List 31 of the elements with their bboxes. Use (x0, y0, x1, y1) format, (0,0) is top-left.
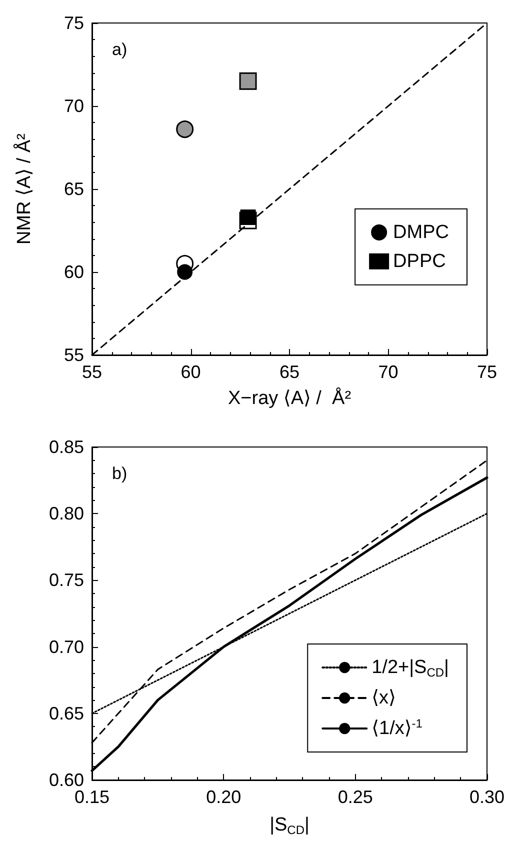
y-axis-title: NMR ⟨A⟩ / Å² (13, 134, 35, 244)
y-tick-label: 75 (64, 13, 84, 33)
legend-label: ⟨x⟩ (372, 688, 396, 708)
y-tick-label: 0.60 (48, 770, 84, 790)
point (239, 72, 257, 90)
x-tick-label: 60 (180, 362, 201, 382)
x-tick-label: 0.30 (469, 787, 505, 807)
y-tick-label: 60 (64, 262, 84, 282)
y-tick-label: 0.70 (48, 636, 84, 657)
legend-label: DMPC (393, 222, 450, 243)
x-tick-label: 0.20 (206, 787, 242, 807)
y-tick-label: 65 (64, 179, 84, 199)
point (240, 209, 256, 225)
x-tick-label: 65 (279, 362, 300, 382)
x-tick-label: 0.15 (74, 787, 110, 807)
x-tick-label: 55 (82, 362, 102, 382)
annotation: a) (112, 40, 128, 59)
annotation: b) (112, 464, 128, 483)
point (176, 120, 194, 138)
y-tick-label: 0.85 (48, 437, 84, 457)
x-axis-title: X−ray ⟨A⟩ / Å² (228, 387, 352, 409)
point (177, 264, 193, 280)
x-tick-label: 70 (378, 362, 398, 382)
x-tick-label: 75 (476, 362, 498, 382)
y-tick-label: 0.75 (48, 570, 84, 590)
legend-label: DPPC (393, 250, 446, 272)
y-tick-label: 0.65 (48, 703, 84, 724)
y-tick-label: 0.80 (48, 504, 84, 524)
y-tick-label: 70 (64, 96, 84, 116)
x-tick-label: 0.25 (338, 787, 373, 807)
y-tick-label: 55 (64, 345, 84, 365)
